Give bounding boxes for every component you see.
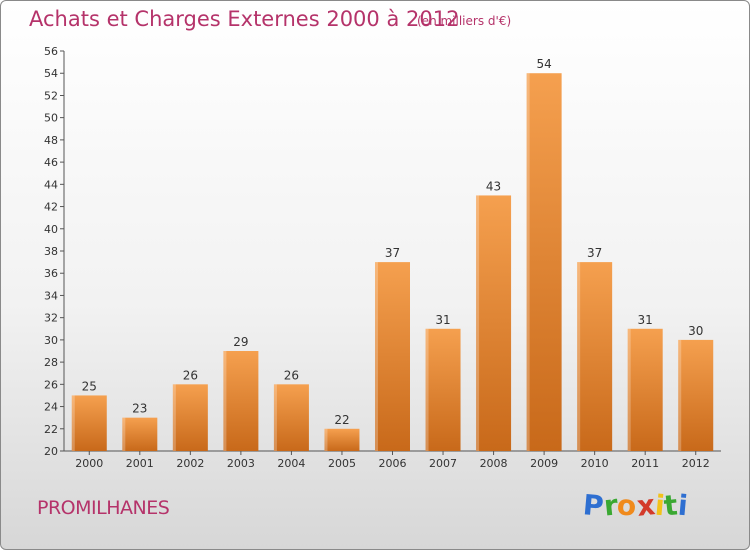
y-tick-label: 56 [44, 45, 58, 58]
bar-value-label: 29 [233, 335, 248, 349]
x-tick-label: 2001 [126, 457, 154, 470]
bar-highlight [375, 262, 378, 451]
y-tick-label: 52 [44, 89, 58, 102]
logo-letter: i [676, 488, 689, 523]
y-tick-label: 36 [44, 267, 58, 280]
bar-value-label: 54 [536, 57, 551, 71]
bar [425, 328, 461, 451]
bar [71, 395, 107, 451]
bar-highlight [577, 262, 581, 451]
x-tick-label: 2003 [227, 457, 255, 470]
bar-value-label: 25 [82, 379, 97, 393]
bar-value-label: 37 [587, 246, 602, 260]
bar-highlight [223, 351, 227, 451]
chart-title: Achats et Charges Externes 2000 à 2012 [29, 7, 460, 31]
bar-value-label: 26 [183, 368, 198, 382]
y-tick-label: 26 [44, 378, 58, 391]
y-tick-label: 50 [44, 112, 58, 125]
y-tick-label: 22 [44, 423, 58, 436]
bar-value-label: 23 [132, 402, 147, 416]
bar-value-label: 43 [486, 179, 501, 193]
bar-highlight [273, 384, 277, 451]
bar-highlight [678, 339, 682, 451]
y-tick-label: 32 [44, 312, 58, 325]
bar-highlight [122, 417, 126, 451]
y-tick-label: 24 [44, 401, 58, 414]
x-tick-label: 2012 [682, 457, 710, 470]
proxiti-logo: Proxiti [581, 488, 689, 523]
bar [526, 73, 562, 451]
x-tick-label: 2010 [581, 457, 609, 470]
data-labels: 25 23 26 29 26 22 37 31 43 54 37 31 30 [82, 57, 704, 427]
bar-highlight [71, 395, 75, 451]
commune-name: PROMILHANES [37, 497, 170, 519]
bar-highlight [324, 428, 328, 451]
chart-subtitle: (en milliers d'€) [417, 14, 512, 28]
y-tick-label: 30 [44, 334, 58, 347]
y-tick-label: 34 [44, 289, 58, 302]
logo-letter: o [615, 488, 638, 523]
y-tick-label: 44 [44, 178, 58, 191]
bar [476, 195, 512, 451]
x-tick-label: 2008 [480, 457, 508, 470]
bar [273, 384, 309, 451]
bar [678, 339, 714, 451]
bar-highlight [627, 328, 631, 451]
x-tick-label: 2000 [75, 457, 103, 470]
y-tick-label: 46 [44, 156, 58, 169]
bar [627, 328, 663, 451]
bar-highlight [425, 328, 429, 451]
bar [122, 417, 158, 451]
logo-letter: P [581, 488, 605, 523]
bar [324, 428, 360, 451]
x-tick-label: 2007 [429, 457, 457, 470]
x-tick-label: 2002 [176, 457, 204, 470]
y-tick-label: 28 [44, 356, 58, 369]
x-tick-label: 2011 [631, 457, 659, 470]
y-tick-label: 38 [44, 245, 58, 258]
bar [223, 351, 259, 451]
x-axis: 2000 2001 2002 2003 2004 2005 2006 2007 2008 2009… [64, 450, 721, 470]
y-tick-label: 54 [44, 67, 58, 80]
x-tick-label: 2009 [530, 457, 558, 470]
y-tick-label: 20 [44, 445, 58, 458]
bar-value-label: 22 [334, 413, 349, 427]
bar [577, 262, 613, 451]
bar-value-label: 31 [435, 313, 450, 327]
bar [172, 384, 208, 451]
bar-highlight [476, 195, 480, 451]
y-tick-label: 40 [44, 223, 58, 236]
x-tick-label: 2004 [277, 457, 305, 470]
bar [375, 262, 410, 451]
bar-value-label: 26 [284, 368, 299, 382]
bar-highlight [526, 73, 530, 451]
x-tick-label: 2006 [379, 457, 407, 470]
bar-value-label: 30 [688, 324, 703, 338]
bar-highlight [172, 384, 176, 451]
bar-value-label: 37 [385, 246, 400, 260]
y-tick-label: 48 [44, 134, 58, 147]
y-tick-label: 42 [44, 201, 58, 214]
y-axis: 20 22 24 26 28 30 32 34 36 38 40 42 44 46 48 50 52 54 56 [44, 45, 65, 458]
x-tick-label: 2005 [328, 457, 356, 470]
bar-value-label: 31 [638, 313, 653, 327]
bars [71, 73, 714, 451]
